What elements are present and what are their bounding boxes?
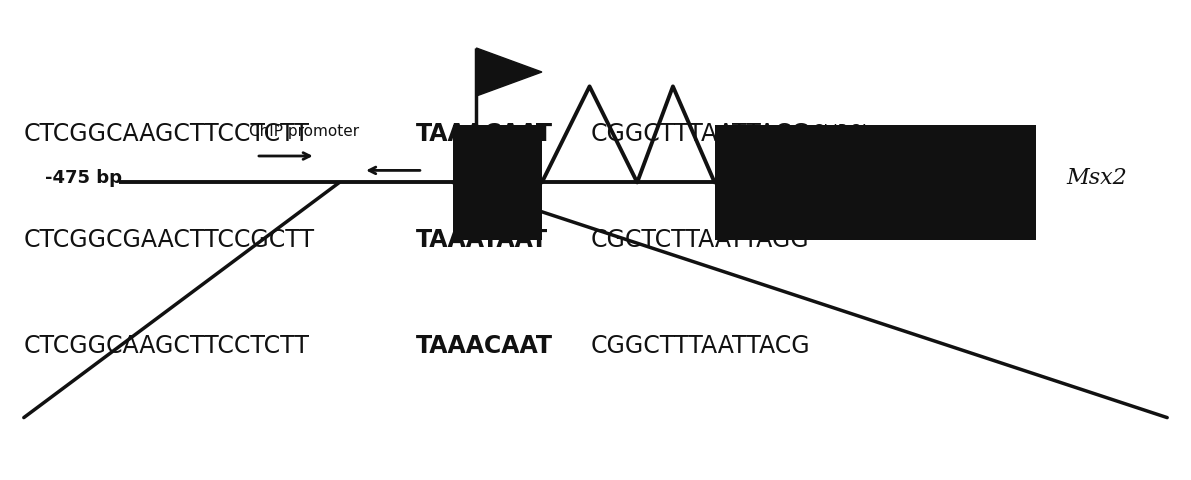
Text: ChIP 3’: ChIP 3’ — [813, 124, 866, 139]
Text: CTCGGCAAGCTTCCTCTT: CTCGGCAAGCTTCCTCTT — [24, 122, 310, 146]
Text: TAAATAAT: TAAATAAT — [416, 228, 548, 252]
Text: CGGCTTTAATTACG: CGGCTTTAATTACG — [591, 334, 810, 358]
Text: -475 bp: -475 bp — [45, 168, 121, 187]
Text: TAAACAAT: TAAACAAT — [416, 334, 553, 358]
Text: CTCGGCAAGCTTCCTCTT: CTCGGCAAGCTTCCTCTT — [24, 334, 310, 358]
Text: ChIP promoter: ChIP promoter — [249, 124, 358, 139]
Text: CGGCTTTAATTACG: CGGCTTTAATTACG — [591, 122, 810, 146]
Text: Msx2: Msx2 — [1066, 167, 1127, 189]
Text: TAAACAAT: TAAACAAT — [416, 122, 553, 146]
Bar — [715, 125, 1036, 240]
Polygon shape — [476, 48, 542, 96]
Text: CTCGGCGAACTTCCGCTT: CTCGGCGAACTTCCGCTT — [24, 228, 314, 252]
Bar — [453, 125, 542, 240]
Text: CGCTCTTAATTAGG: CGCTCTTAATTAGG — [591, 228, 809, 252]
